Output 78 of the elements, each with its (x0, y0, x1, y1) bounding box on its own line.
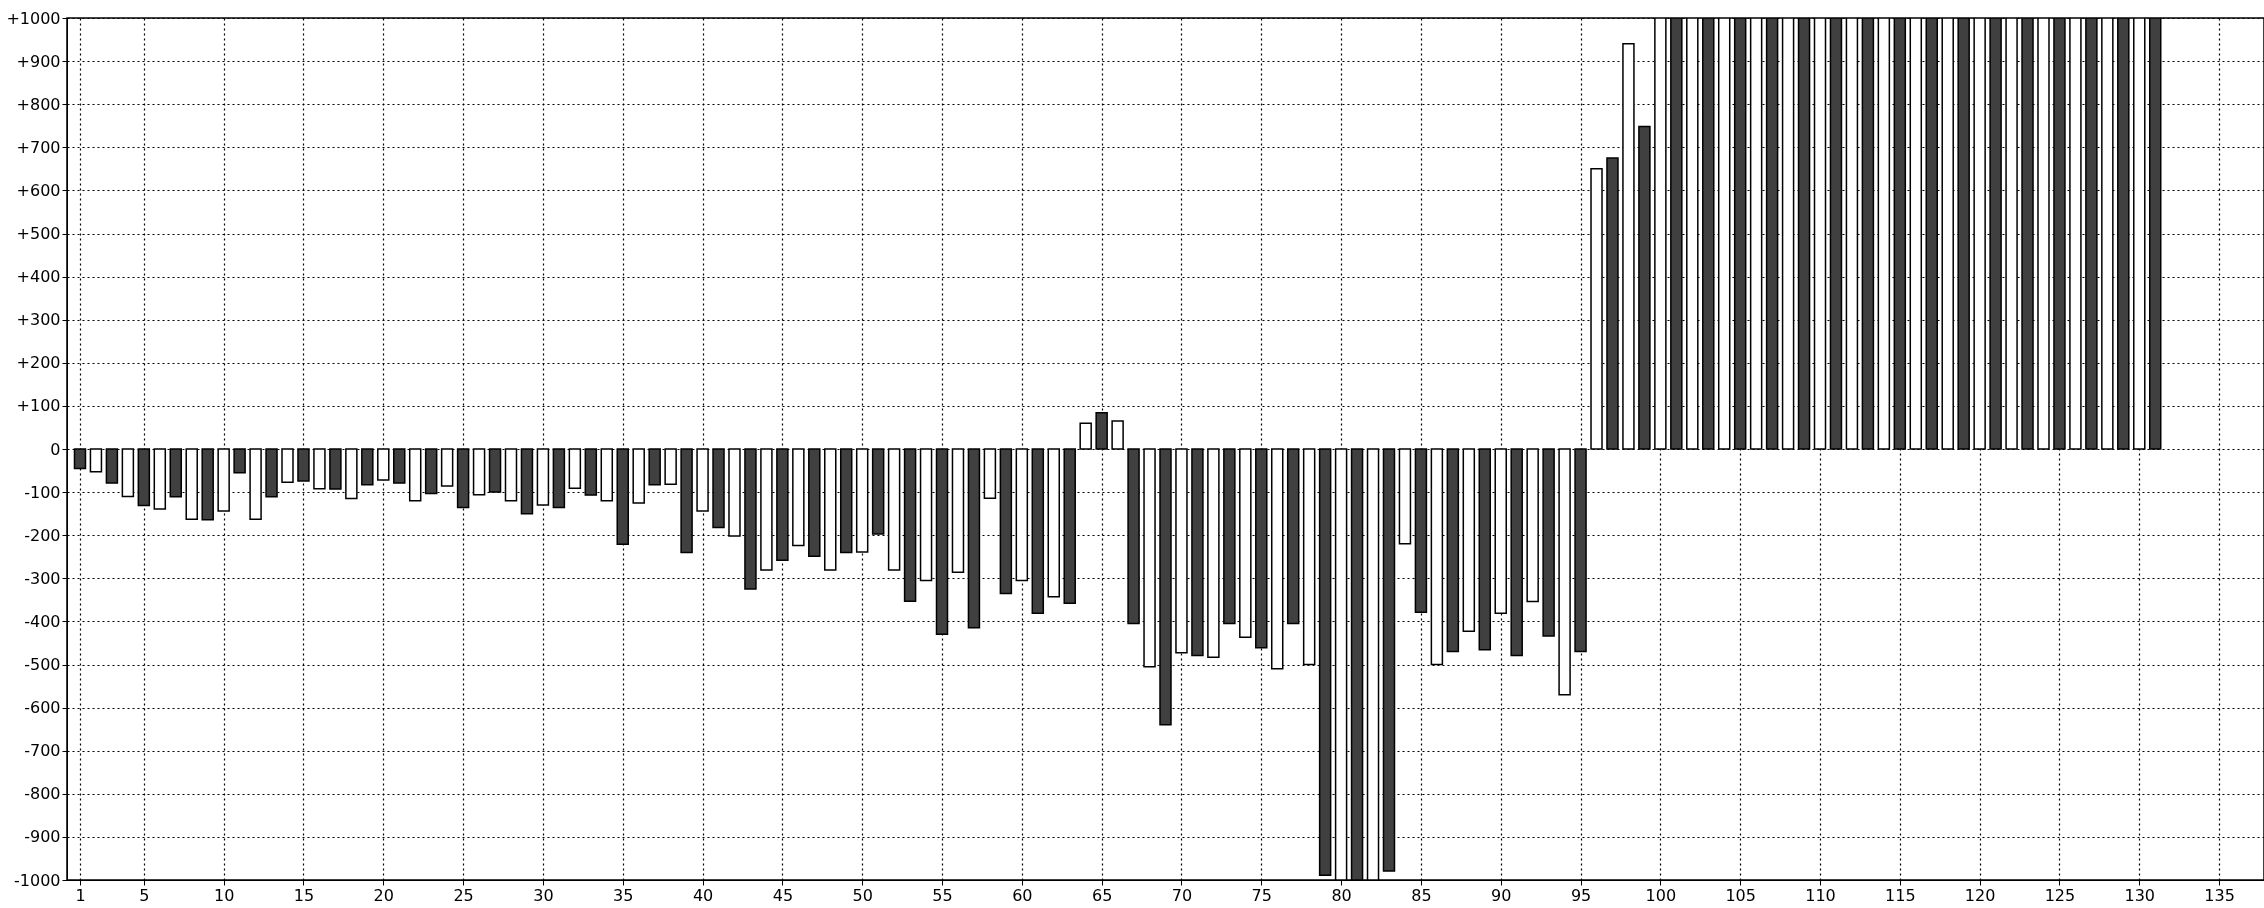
y-tick-label: +1000 (6, 8, 61, 28)
x-tick-label: 105 (1725, 885, 1756, 905)
x-tick-label: 125 (2044, 885, 2076, 905)
bar (1127, 448, 1140, 625)
x-tick-label: 80 (1331, 885, 1352, 905)
y-tick-label: -800 (24, 784, 61, 804)
y-tick-label: +200 (16, 353, 61, 373)
bar (792, 448, 805, 547)
y-tick-label: -300 (24, 568, 61, 588)
x-tick-label: 65 (1091, 885, 1113, 905)
y-tick-label: -200 (24, 525, 61, 545)
bar (1143, 448, 1156, 668)
x-tick-label: 85 (1411, 885, 1432, 905)
x-tick-label: 130 (2124, 885, 2156, 905)
x-tick-label: 15 (293, 885, 315, 905)
bar (712, 448, 725, 529)
bar (808, 448, 821, 558)
bar (1558, 448, 1571, 696)
y-tick-label: -500 (24, 655, 61, 674)
bar (472, 448, 486, 496)
y-tick-label: -400 (24, 611, 61, 631)
x-tick-label: 100 (1645, 885, 1677, 905)
bar (1063, 448, 1076, 605)
y-tick-label: -900 (24, 827, 61, 847)
bar (1622, 43, 1635, 450)
bar (1462, 448, 1476, 633)
x-tick-label: 50 (852, 885, 873, 905)
x-tick-label: 25 (453, 885, 474, 905)
x-tick-label: 40 (692, 885, 714, 905)
bar (137, 448, 151, 507)
x-tick-label: 60 (1012, 885, 1033, 905)
bar (1207, 448, 1220, 658)
y-tick-label: -1000 (14, 870, 61, 890)
bar (887, 448, 901, 571)
y-tick-label: +900 (16, 51, 61, 71)
y-tick-label: +100 (16, 396, 61, 416)
bar (632, 448, 645, 504)
bar (552, 448, 566, 509)
bar (313, 448, 326, 490)
bar (217, 448, 230, 512)
x-tick-label: 75 (1251, 885, 1272, 905)
bar (1047, 448, 1061, 598)
x-tick-label: 135 (2204, 885, 2235, 905)
bar (233, 448, 246, 474)
bar (297, 448, 310, 482)
x-tick-label: 35 (613, 885, 634, 905)
x-tick-label: 115 (1885, 885, 1916, 905)
x-tick-label: 55 (932, 885, 953, 905)
y-tick-label: +600 (16, 180, 61, 200)
bar (1223, 448, 1236, 625)
x-tick-label: 45 (772, 885, 794, 905)
bar (1382, 448, 1396, 872)
x-tick-label: 90 (1491, 885, 1512, 905)
y-tick-label: +800 (16, 94, 61, 114)
bar (377, 448, 390, 481)
x-tick-label: 110 (1805, 885, 1836, 905)
x-tick-label: 10 (213, 885, 235, 905)
y-tick-label: -600 (24, 698, 61, 718)
x-tick-label: 20 (373, 885, 394, 905)
y-tick-label: +500 (16, 224, 61, 243)
bar (728, 448, 741, 537)
x-tick-label: 5 (139, 885, 150, 905)
bar (648, 448, 661, 486)
y-tick-label: -700 (24, 741, 61, 761)
x-tick-label: 95 (1570, 885, 1592, 905)
y-tick-label: +700 (16, 137, 61, 157)
x-tick-label: 1 (75, 885, 86, 905)
y-tick-label: +300 (16, 310, 61, 330)
bar (1542, 448, 1555, 637)
bar (1638, 125, 1651, 450)
bar (967, 448, 981, 629)
x-tick-label: 120 (1964, 885, 1996, 905)
y-tick-label: 0 (50, 439, 61, 459)
x-tick-label: 30 (533, 885, 554, 905)
y-tick-label: +400 (16, 267, 61, 287)
y-tick-label: -100 (24, 482, 61, 502)
x-tick-label: 70 (1171, 885, 1193, 905)
bar (393, 448, 406, 484)
